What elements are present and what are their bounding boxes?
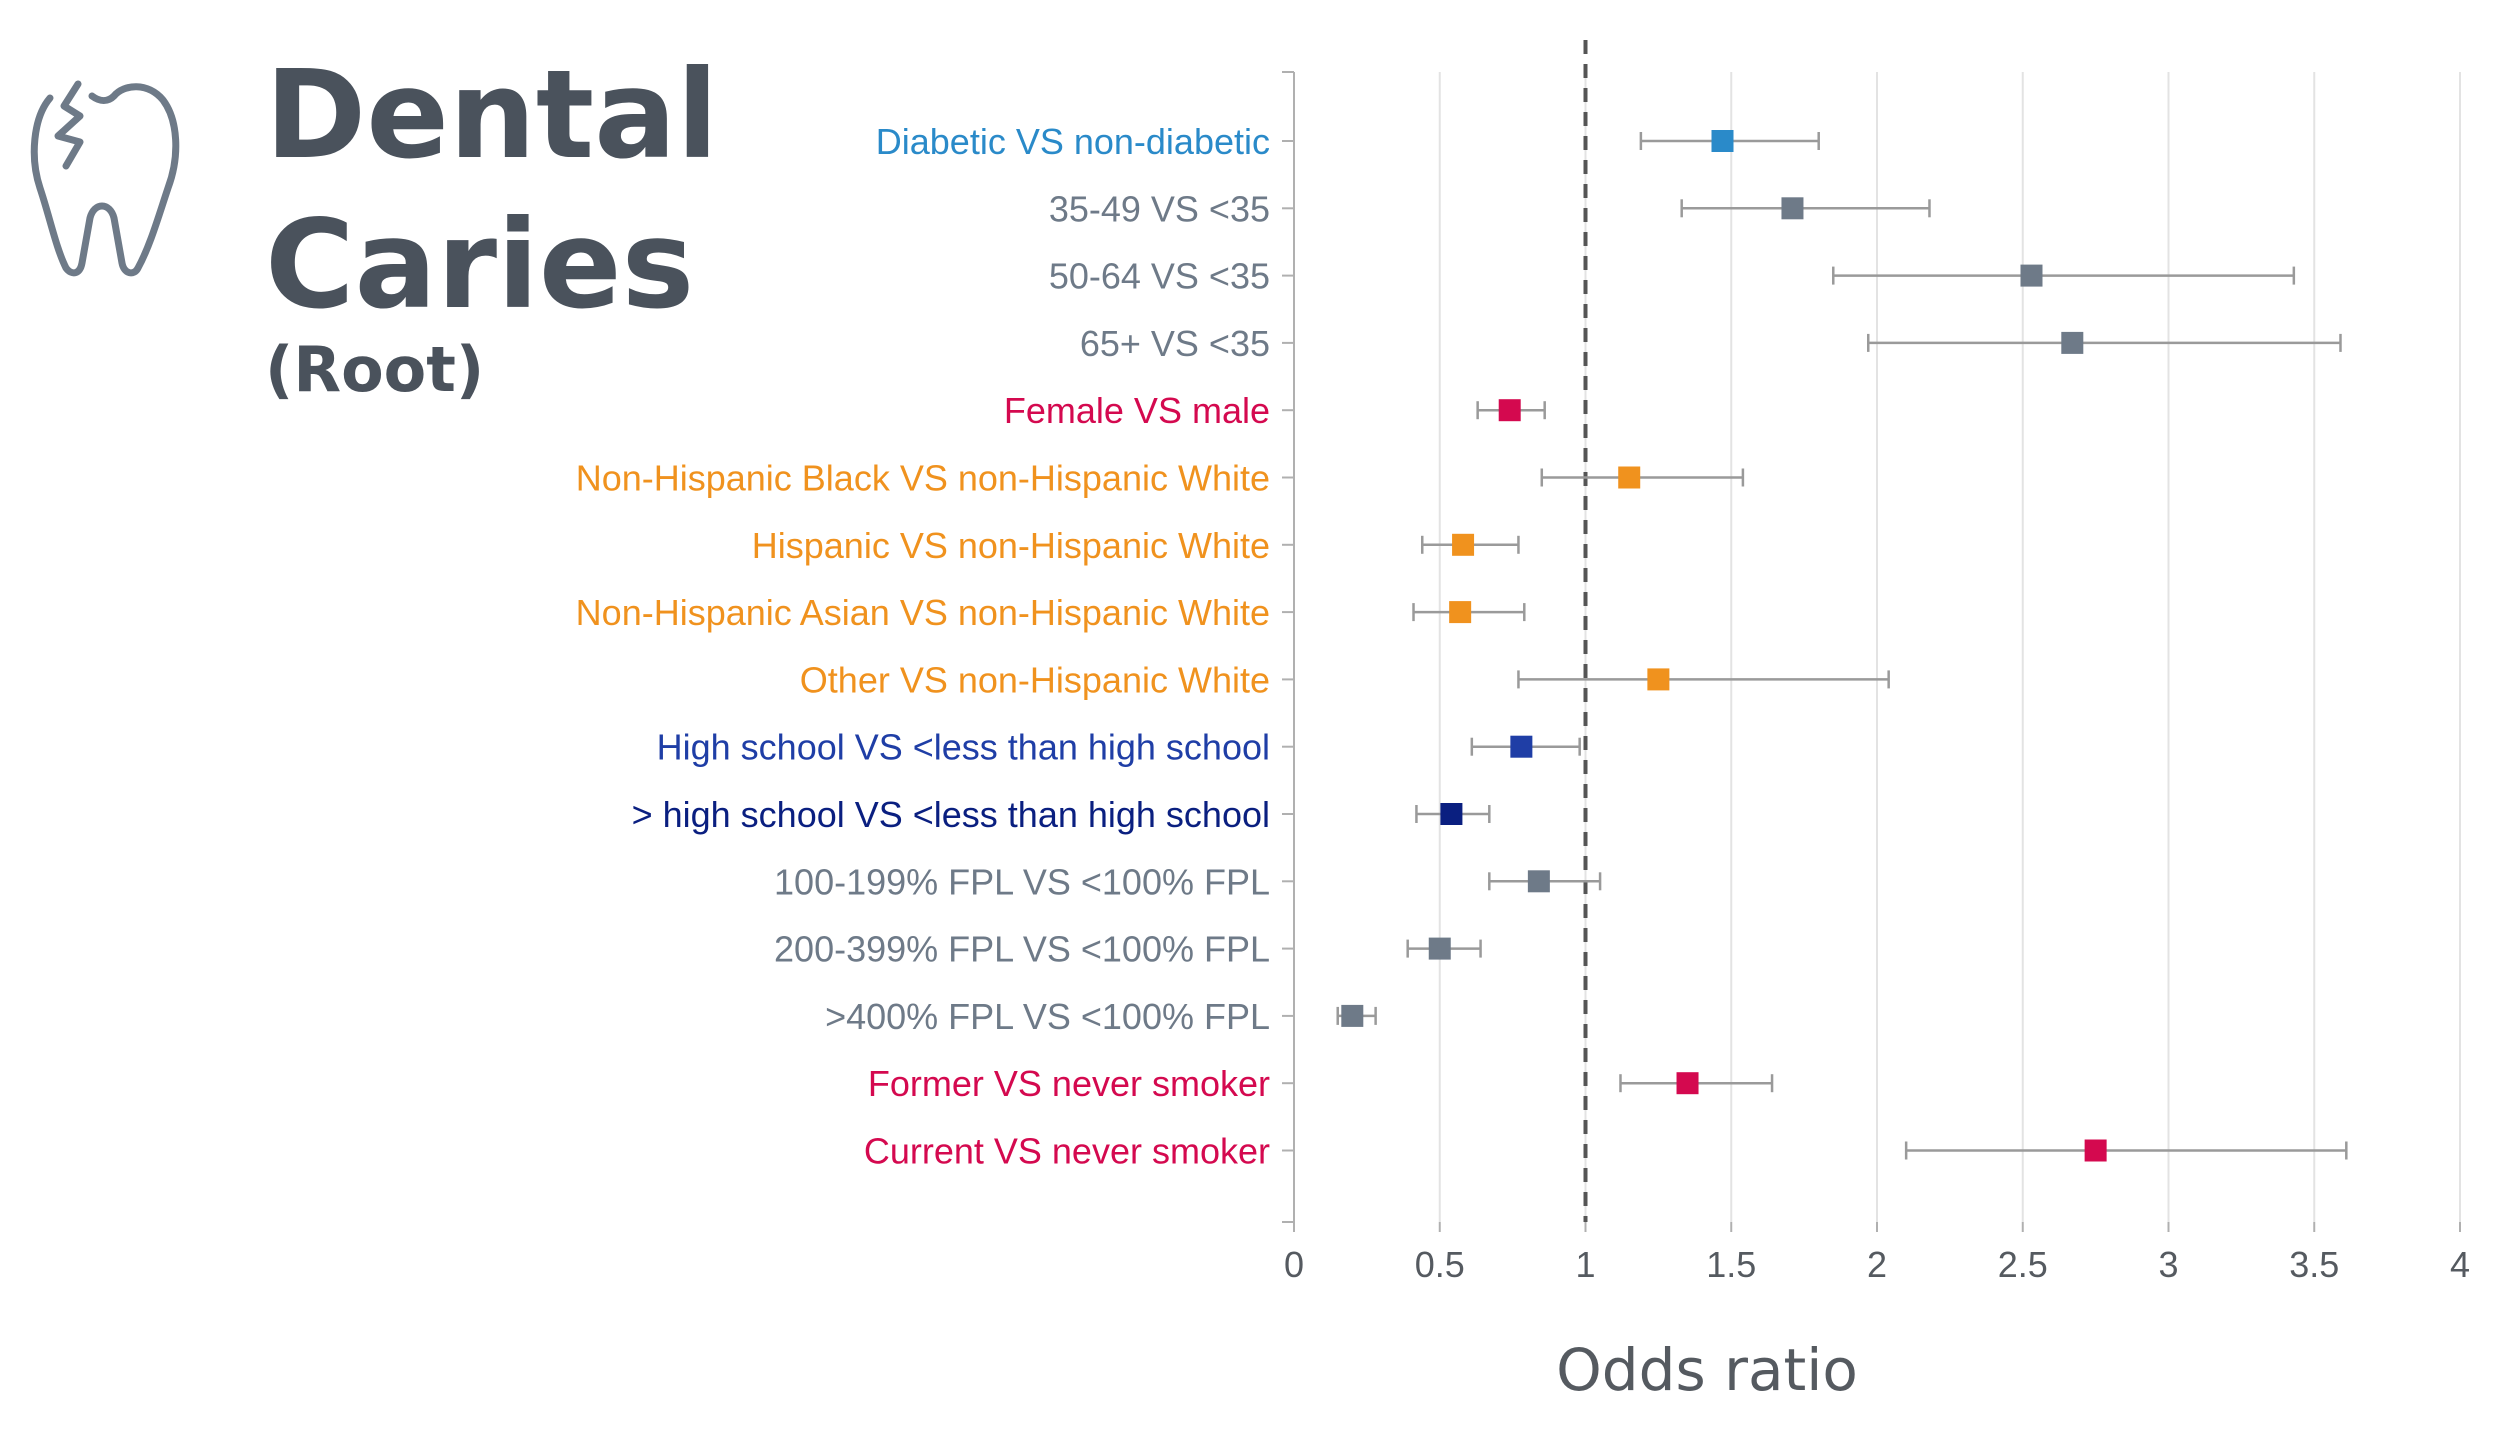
row-label: High school VS <less than high school (657, 727, 1270, 768)
row-label: Other VS non-Hispanic White (800, 659, 1270, 700)
point-estimate-marker (1781, 197, 1804, 220)
row-label: 35-49 VS <35 (1049, 188, 1270, 229)
forest-row: 50-64 VS <35 (1049, 256, 2296, 297)
rows-layer: Diabetic VS non-diabetic 35-49 VS <35 50-6… (576, 121, 2348, 1172)
point-estimate-marker (1452, 533, 1475, 556)
row-label: > high school VS <less than high school (632, 794, 1270, 835)
x-tick-label: 4 (2450, 1244, 2470, 1285)
forest-row: Hispanic VS non-Hispanic White (752, 525, 1520, 566)
x-tick-label: 2 (1867, 1244, 1887, 1285)
row-label: Former VS never smoker (868, 1063, 1270, 1104)
broken-tooth-icon (30, 80, 180, 277)
point-estimate-marker (1618, 466, 1641, 489)
point-estimate-marker (1676, 1072, 1699, 1095)
point-estimate-marker (1498, 399, 1521, 422)
forest-row: Non-Hispanic Black VS non-Hispanic White (576, 458, 1745, 499)
point-estimate-marker (1428, 937, 1451, 960)
forest-row: Non-Hispanic Asian VS non-Hispanic White (576, 592, 1526, 633)
x-axis-label: Odds ratio (1556, 1336, 1858, 1404)
row-label: 65+ VS <35 (1080, 323, 1270, 364)
point-estimate-marker (1647, 668, 1670, 691)
row-label: >400% FPL VS <100% FPL (825, 996, 1270, 1037)
row-label: Female VS male (1004, 390, 1270, 431)
forest-row: 200-399% FPL VS <100% FPL (774, 929, 1482, 970)
forest-row: Other VS non-Hispanic White (800, 659, 1890, 700)
forest-row: 35-49 VS <35 (1049, 188, 1931, 229)
point-estimate-marker (1341, 1004, 1364, 1027)
point-estimate-marker (1449, 601, 1472, 624)
point-estimate-marker (1510, 735, 1533, 758)
row-label: Non-Hispanic Asian VS non-Hispanic White (576, 592, 1270, 633)
x-tick-label: 1.5 (1706, 1244, 1756, 1285)
row-label: Current VS never smoker (864, 1131, 1270, 1172)
x-tick-label: 0 (1284, 1244, 1304, 1285)
row-label: Non-Hispanic Black VS non-Hispanic White (576, 458, 1270, 499)
grid-layer (1438, 72, 2461, 1222)
row-label: Diabetic VS non-diabetic (876, 121, 1270, 162)
x-tick-label: 1 (1575, 1244, 1595, 1285)
forest-row: Current VS never smoker (864, 1131, 2348, 1172)
x-tick-label: 2.5 (1998, 1244, 2048, 1285)
forest-row: 100-199% FPL VS <100% FPL (774, 861, 1602, 902)
point-estimate-marker (2020, 264, 2043, 287)
point-estimate-marker (2084, 1139, 2107, 1162)
row-label: Hispanic VS non-Hispanic White (752, 525, 1270, 566)
row-label: 200-399% FPL VS <100% FPL (774, 929, 1270, 970)
x-tick-label: 3.5 (2289, 1244, 2339, 1285)
point-estimate-marker (1440, 803, 1463, 825)
title-line-1: Dental (265, 44, 719, 186)
forest-row: 65+ VS <35 (1080, 323, 2342, 364)
forest-row: > high school VS <less than high school (632, 794, 1491, 835)
forest-row: Female VS male (1004, 390, 1546, 431)
forest-row: Diabetic VS non-diabetic (876, 121, 1820, 162)
axis-layer: 0 0.5 1 1.5 2 2.5 3 3.5 4 (1282, 71, 2470, 1285)
x-tick-label: 3 (2158, 1244, 2178, 1285)
row-label: 50-64 VS <35 (1049, 256, 1270, 297)
x-tick-label: 0.5 (1415, 1244, 1465, 1285)
point-estimate-marker (1711, 130, 1734, 152)
row-label: 100-199% FPL VS <100% FPL (774, 861, 1270, 902)
title-line-2: Caries (265, 194, 695, 336)
point-estimate-marker (1527, 870, 1550, 893)
point-estimate-marker (2061, 331, 2084, 354)
forest-row: >400% FPL VS <100% FPL (825, 996, 1377, 1037)
title-line-3: (Root) (265, 333, 485, 406)
forest-row: High school VS <less than high school (657, 727, 1581, 768)
forest-row: Former VS never smoker (868, 1063, 1774, 1104)
